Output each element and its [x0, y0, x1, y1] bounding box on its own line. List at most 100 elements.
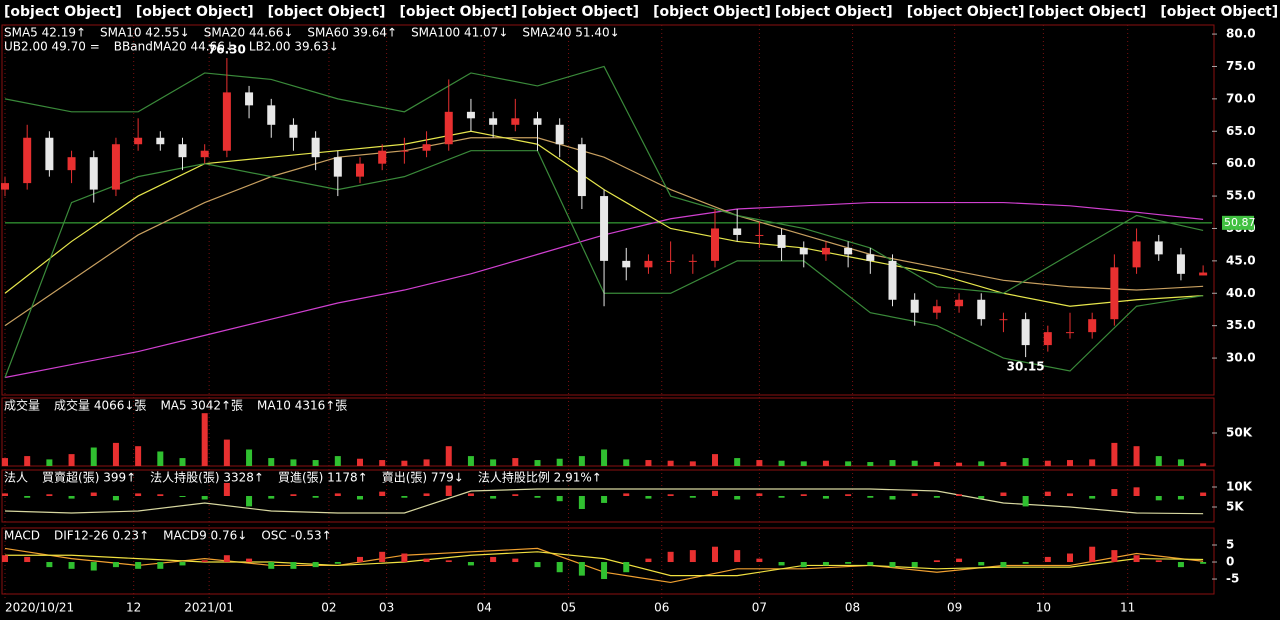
bar	[223, 483, 230, 496]
bar	[578, 562, 585, 576]
bar	[845, 461, 852, 466]
bar	[578, 456, 585, 466]
bar	[601, 562, 608, 580]
candle-body	[134, 137, 143, 145]
bar	[135, 493, 142, 496]
candle-body	[799, 247, 808, 255]
legend-entry: 法人持股(張) 3328↑	[150, 470, 264, 485]
bar	[1000, 562, 1007, 568]
bar	[290, 459, 297, 466]
y-tick-label: 70.0	[1226, 91, 1256, 105]
bar	[135, 562, 142, 569]
bar	[867, 462, 874, 466]
bar	[1044, 556, 1051, 563]
bar	[778, 460, 785, 466]
candle-body	[733, 228, 742, 235]
candle-body	[89, 157, 98, 190]
bar	[379, 551, 386, 563]
x-tick-label: 03	[379, 601, 394, 615]
bar	[1044, 460, 1051, 466]
candle-body	[466, 111, 475, 119]
bar	[933, 496, 940, 498]
bar	[312, 562, 319, 568]
bar	[357, 496, 363, 500]
candle-body	[422, 144, 431, 151]
bar	[1067, 553, 1073, 563]
bar	[445, 560, 452, 563]
candle-body	[644, 260, 653, 268]
bar	[689, 461, 696, 466]
x-tick-label: 10	[1036, 601, 1051, 615]
candle-body	[688, 260, 697, 262]
candle-body	[910, 299, 919, 313]
bar	[911, 460, 918, 466]
candle-body	[356, 163, 364, 177]
bar	[1089, 496, 1096, 499]
legend-entry: SMA60 39.64↑	[307, 26, 397, 40]
bar	[822, 562, 829, 566]
legend-entry: SMA10 42.55↓	[100, 26, 190, 40]
bar	[956, 558, 963, 563]
bar	[534, 460, 541, 466]
bar	[534, 562, 541, 568]
y-tick-label: 75.0	[1226, 59, 1256, 73]
candle-body	[1176, 254, 1185, 274]
candle-body	[200, 150, 209, 158]
x-tick-label: 06	[654, 601, 669, 615]
bar	[756, 460, 763, 466]
candle-body	[1132, 241, 1141, 268]
y-tick-label: 60.0	[1226, 156, 1256, 170]
bar	[157, 562, 164, 569]
bar	[1089, 459, 1096, 466]
y-tick-label: 45.0	[1226, 253, 1256, 267]
x-tick-label: 12	[126, 601, 141, 615]
bar	[445, 446, 452, 466]
candle-body	[533, 118, 542, 125]
bar	[1177, 562, 1184, 568]
bar	[423, 493, 430, 496]
bar	[911, 562, 918, 568]
bar	[667, 494, 674, 496]
candle-body	[156, 137, 165, 145]
y-tick-label: 0	[1226, 555, 1234, 569]
bar	[2, 493, 8, 496]
y-tick-label: 50K	[1226, 425, 1253, 439]
bar	[556, 562, 563, 573]
bar	[734, 496, 741, 500]
candle-body	[1066, 332, 1074, 334]
candle-body	[1, 183, 9, 190]
legend-entry: MA10 4316↑張	[257, 399, 347, 413]
bar	[556, 496, 563, 502]
bar	[179, 496, 186, 497]
bar	[667, 551, 674, 563]
bar	[1133, 487, 1140, 496]
bar	[68, 496, 75, 499]
bar	[889, 460, 896, 466]
y-tick-label: 55.0	[1226, 189, 1256, 203]
low-annotation: 30.15	[1007, 360, 1045, 374]
bar	[467, 493, 474, 496]
candle-body	[245, 92, 254, 106]
bar	[112, 496, 119, 501]
candle-body	[400, 150, 409, 152]
reference-label-box	[1222, 215, 1254, 230]
bar	[978, 461, 985, 466]
indicator-line	[5, 551, 1204, 577]
bar	[822, 496, 829, 499]
legend-entry: BBandMA20 44.66↓	[114, 40, 235, 54]
bar	[534, 496, 541, 498]
bar	[578, 496, 585, 509]
bar	[334, 493, 341, 496]
bar	[268, 458, 275, 466]
bar	[667, 460, 674, 466]
bar	[2, 458, 8, 466]
bar	[68, 562, 75, 569]
bar	[1177, 459, 1184, 466]
header-item: [object Object]	[1029, 4, 1147, 20]
header-item: [object Object]	[1160, 4, 1278, 20]
bar	[1111, 550, 1118, 563]
bar	[512, 458, 519, 466]
bar	[135, 446, 142, 466]
candle-body	[844, 247, 853, 255]
bar	[312, 496, 319, 498]
